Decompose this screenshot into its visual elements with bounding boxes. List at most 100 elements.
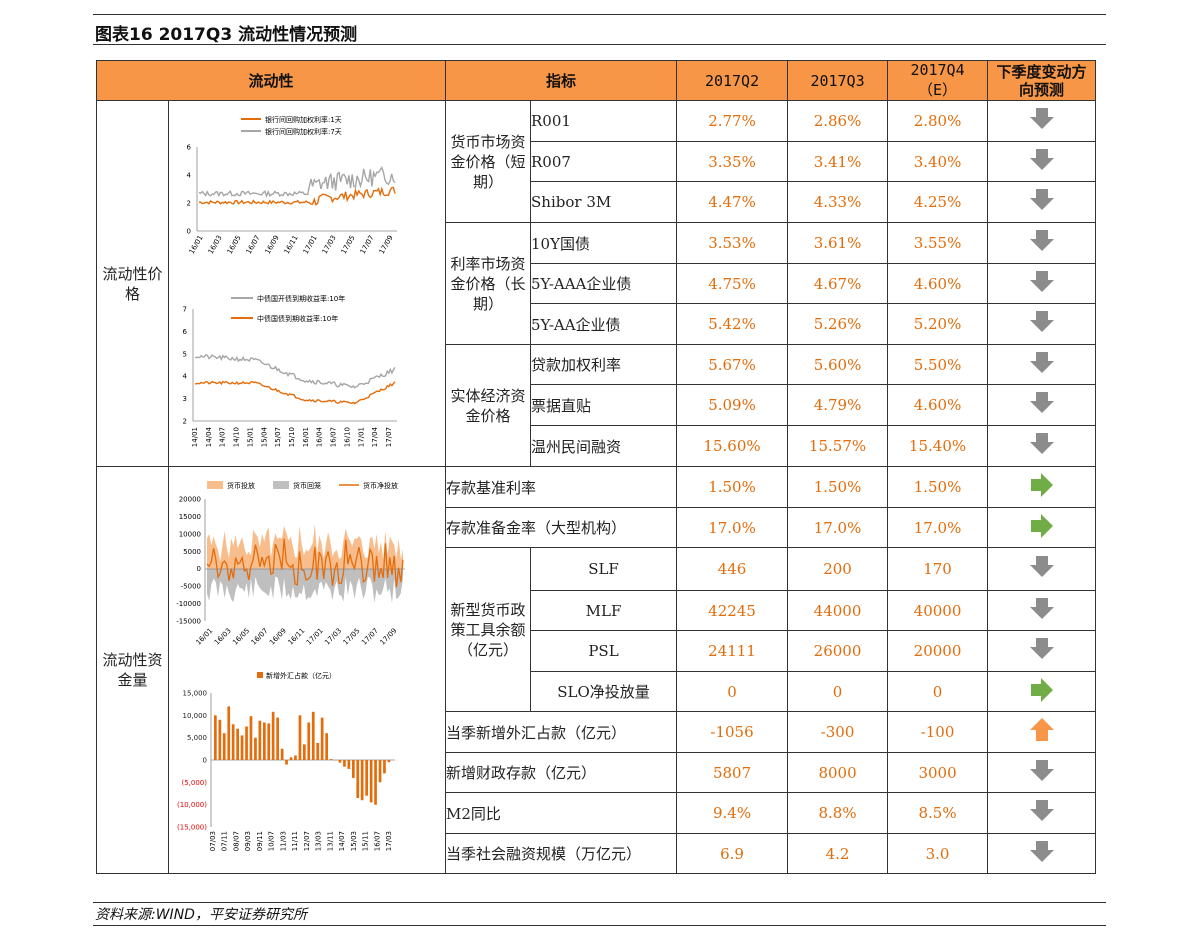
header-2017q3: 2017Q3: [787, 60, 889, 101]
table-row: 当季新增外汇占款（亿元） -1056 -300 -100: [97, 711, 1097, 753]
tick-label: 16/07: [373, 831, 381, 851]
table-row: 票据直贴 5.09% 4.79% 4.60%: [97, 384, 1097, 426]
tick-label: 14/07: [219, 427, 227, 447]
source-rule-bottom: [93, 925, 1106, 926]
tick-label: 07/11: [221, 831, 229, 851]
tick-label: 16/07: [330, 427, 338, 447]
value-2017q3: 4.67%: [787, 263, 889, 304]
tick-label: 16/11: [283, 234, 300, 255]
withdraw-area: [207, 568, 403, 604]
value-2017q2: 5807: [676, 752, 789, 793]
fx-bar: [303, 744, 306, 760]
value-2017q4e: 4.60%: [887, 263, 989, 304]
group-rate-market: 利率市场资金价格（长期）: [445, 222, 532, 345]
tick-label: 16/01: [188, 234, 205, 255]
fx-bar: [289, 757, 293, 760]
tick-label: 17/07: [359, 234, 376, 255]
tick-label: 16/05: [226, 234, 243, 255]
arrow-down-icon: [1029, 108, 1054, 129]
indicator-name: SLO净投放量: [530, 671, 678, 712]
table-row: Shibor 3M 4.47% 4.33% 4.25%: [97, 181, 1097, 223]
value-2017q4e: 40000: [887, 590, 989, 631]
value-2017q3: 26000: [787, 630, 889, 672]
forecast-direction: [987, 344, 1097, 385]
chart-cell-volume: 货币投放 货币回笼 货币净投放 20000 15000 10000 5000 0 -500…: [167, 466, 447, 874]
tick-label: 10/07: [268, 831, 276, 851]
volume-charts: 货币投放 货币回笼 货币净投放 20000 15000 10000 5000 0 -500…: [176, 481, 405, 851]
table-row: 新型货币政策工具余额（亿元） SLF 446 200 170: [97, 547, 1097, 712]
arrow-down-icon: [1029, 433, 1054, 454]
category-volume: 流动性资金量: [96, 466, 169, 874]
fx-bar: [258, 720, 262, 760]
tick-label: 16/04: [316, 426, 324, 447]
legend-swatch-fx: [257, 672, 263, 678]
value-2017q4e: 3.55%: [887, 222, 989, 264]
legend-7d: 银行间回购加权利率:7天: [265, 127, 342, 136]
fx-bar: [298, 715, 302, 760]
tick-label: 17/01: [302, 234, 319, 255]
value-2017q4e: 3000: [887, 752, 989, 793]
tick-label: 15,000: [183, 690, 208, 698]
forecast-direction: [987, 507, 1097, 548]
fx-bar: [294, 755, 297, 760]
arrow-down-icon: [1029, 597, 1054, 619]
tick-label: 16/09: [268, 627, 288, 647]
forecast-direction: [987, 384, 1097, 426]
fx-bar: [285, 760, 288, 765]
indicator-name: 5Y-AA企业债: [530, 303, 678, 345]
tick-label: 17/03: [323, 627, 343, 647]
value-2017q3: 4.79%: [787, 384, 889, 426]
value-2017q2: 17.0%: [676, 507, 789, 548]
tick-label: 11/11: [291, 831, 299, 851]
tick-label: 17/09: [378, 234, 395, 255]
tick-label: 16/11: [286, 627, 306, 647]
tick-label: 16/01: [302, 427, 310, 447]
value-2017q2: 1.50%: [676, 466, 789, 508]
tick-label: 16/03: [207, 234, 224, 255]
tick-label: 17/03: [385, 831, 393, 851]
net-line: [206, 538, 404, 588]
value-2017q4e: 1.50%: [887, 466, 989, 508]
tick-label: 20000: [179, 496, 201, 504]
fx-bar: [378, 760, 382, 783]
tick-label: 15000: [179, 513, 201, 521]
tick-label: 13/11: [326, 831, 334, 851]
table-row: SLO净投放量 0 0 0: [97, 671, 1097, 712]
value-2017q4e: 8.5%: [887, 792, 989, 834]
tick-label: 15/10: [288, 427, 296, 447]
tick-label: 14/04: [205, 426, 213, 447]
fx-bar: [338, 760, 342, 763]
tick-label: 0: [203, 757, 207, 765]
forecast-direction: [987, 752, 1097, 793]
tick-label: 16/05: [231, 627, 251, 647]
indicator-name: R001: [530, 100, 678, 142]
arrow-down-icon: [1029, 148, 1054, 170]
value-2017q3: 0: [787, 671, 889, 712]
value-2017q2: 3.53%: [676, 222, 789, 264]
value-2017q2: 4.75%: [676, 263, 789, 304]
tick-label: 14/10: [233, 427, 241, 447]
fx-bar: [347, 760, 351, 769]
header-liquidity: 流动性: [95, 60, 447, 101]
fx-bar: [227, 706, 231, 760]
indicator-name: MLF: [530, 590, 678, 631]
value-2017q3: 17.0%: [787, 507, 889, 548]
tick-label: 17/05: [342, 627, 362, 647]
series-cdb-line: [194, 353, 396, 389]
top-rule: [93, 14, 1106, 15]
indicator-name: 存款准备金率（大型机构）: [445, 507, 678, 548]
group-policy-tools: 新型货币政策工具余额（亿元）: [445, 547, 532, 712]
fx-bar: [280, 748, 284, 760]
legend-gov: 中债国债到期收益率:10年: [257, 314, 338, 323]
arrow-down-icon: [1029, 392, 1054, 413]
fx-bar: [360, 760, 364, 801]
value-2017q2: 24111: [676, 630, 789, 672]
tick-label: 14/07: [338, 831, 346, 851]
tick-label: 15/01: [246, 427, 254, 447]
value-2017q3: 3.41%: [787, 141, 889, 182]
value-2017q2: 9.4%: [676, 792, 789, 834]
table-row: M2同比 9.4% 8.8% 8.5%: [97, 792, 1097, 834]
tick-label: 13/03: [315, 831, 323, 851]
tick-label: 2: [183, 418, 187, 426]
fx-bar: [245, 726, 248, 760]
